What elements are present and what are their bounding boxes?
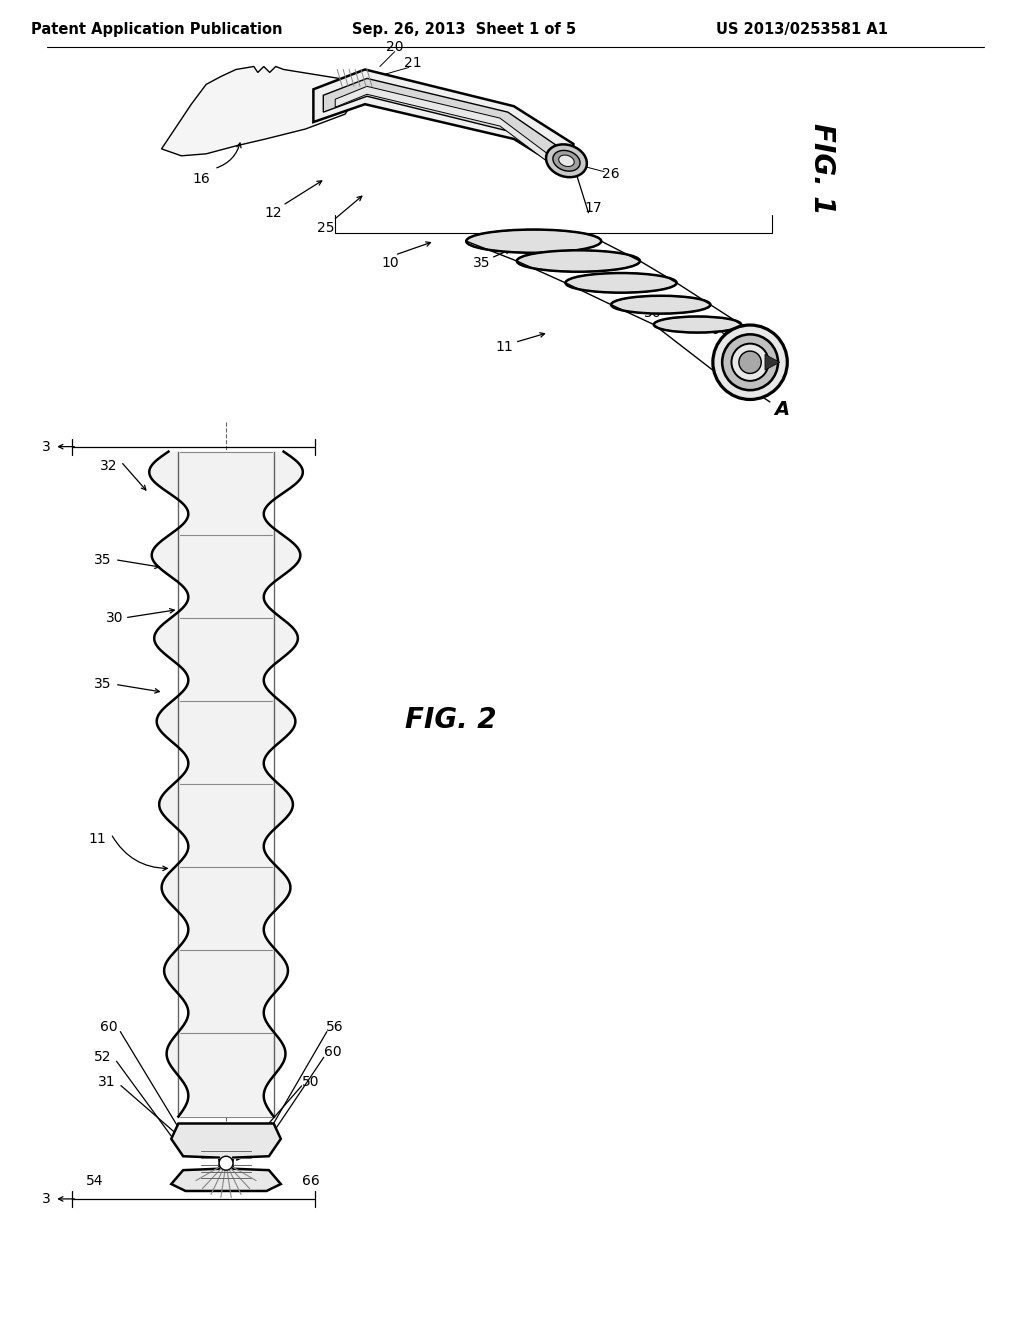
Text: 35: 35 (94, 677, 112, 692)
Text: US 2013/0253581 A1: US 2013/0253581 A1 (716, 22, 888, 37)
Text: 16: 16 (193, 172, 210, 186)
Text: 52: 52 (94, 1049, 112, 1064)
Polygon shape (335, 86, 548, 162)
Ellipse shape (553, 150, 580, 172)
Text: 32: 32 (100, 459, 118, 474)
Ellipse shape (559, 154, 574, 166)
Text: 56: 56 (644, 306, 662, 319)
Ellipse shape (466, 230, 601, 253)
Text: 3: 3 (42, 1192, 51, 1206)
Text: FIG. 2: FIG. 2 (404, 706, 497, 734)
Text: 56: 56 (327, 1020, 344, 1035)
Text: 60: 60 (100, 1020, 118, 1035)
Text: 66: 66 (301, 1173, 319, 1188)
Text: 11: 11 (88, 832, 105, 846)
Polygon shape (150, 451, 303, 1117)
Text: 12: 12 (265, 206, 283, 220)
Text: 10: 10 (381, 256, 398, 271)
Ellipse shape (546, 144, 587, 177)
Ellipse shape (565, 273, 677, 293)
Text: FIG. 1: FIG. 1 (808, 123, 836, 214)
Text: 35: 35 (473, 256, 490, 271)
Text: 60: 60 (325, 1045, 342, 1059)
Ellipse shape (722, 334, 778, 391)
Ellipse shape (653, 317, 741, 333)
Text: Patent Application Publication: Patent Application Publication (31, 22, 283, 37)
Polygon shape (765, 354, 780, 370)
Text: Sep. 26, 2013  Sheet 1 of 5: Sep. 26, 2013 Sheet 1 of 5 (352, 22, 577, 37)
Text: 3: 3 (42, 440, 51, 454)
Text: 60: 60 (712, 322, 729, 337)
Text: 31: 31 (98, 1074, 116, 1089)
Text: 26: 26 (602, 166, 620, 181)
Text: 50: 50 (745, 381, 763, 396)
Ellipse shape (713, 325, 787, 400)
Polygon shape (162, 66, 360, 156)
Text: 25: 25 (316, 222, 334, 235)
Text: 17: 17 (585, 202, 602, 215)
Ellipse shape (739, 351, 761, 374)
Circle shape (219, 1156, 233, 1170)
Text: 30: 30 (106, 611, 124, 624)
Ellipse shape (611, 296, 711, 314)
Polygon shape (171, 1123, 281, 1191)
Text: 54: 54 (86, 1173, 103, 1188)
Ellipse shape (731, 343, 769, 381)
Text: 50: 50 (302, 1074, 319, 1089)
Text: A: A (774, 400, 790, 420)
Text: 35: 35 (94, 553, 112, 566)
Text: 21: 21 (403, 55, 422, 70)
Ellipse shape (517, 251, 640, 272)
Text: 36: 36 (771, 366, 788, 379)
Text: 11: 11 (495, 341, 513, 354)
Text: 20: 20 (386, 40, 403, 54)
Polygon shape (313, 70, 573, 176)
Polygon shape (324, 78, 561, 168)
